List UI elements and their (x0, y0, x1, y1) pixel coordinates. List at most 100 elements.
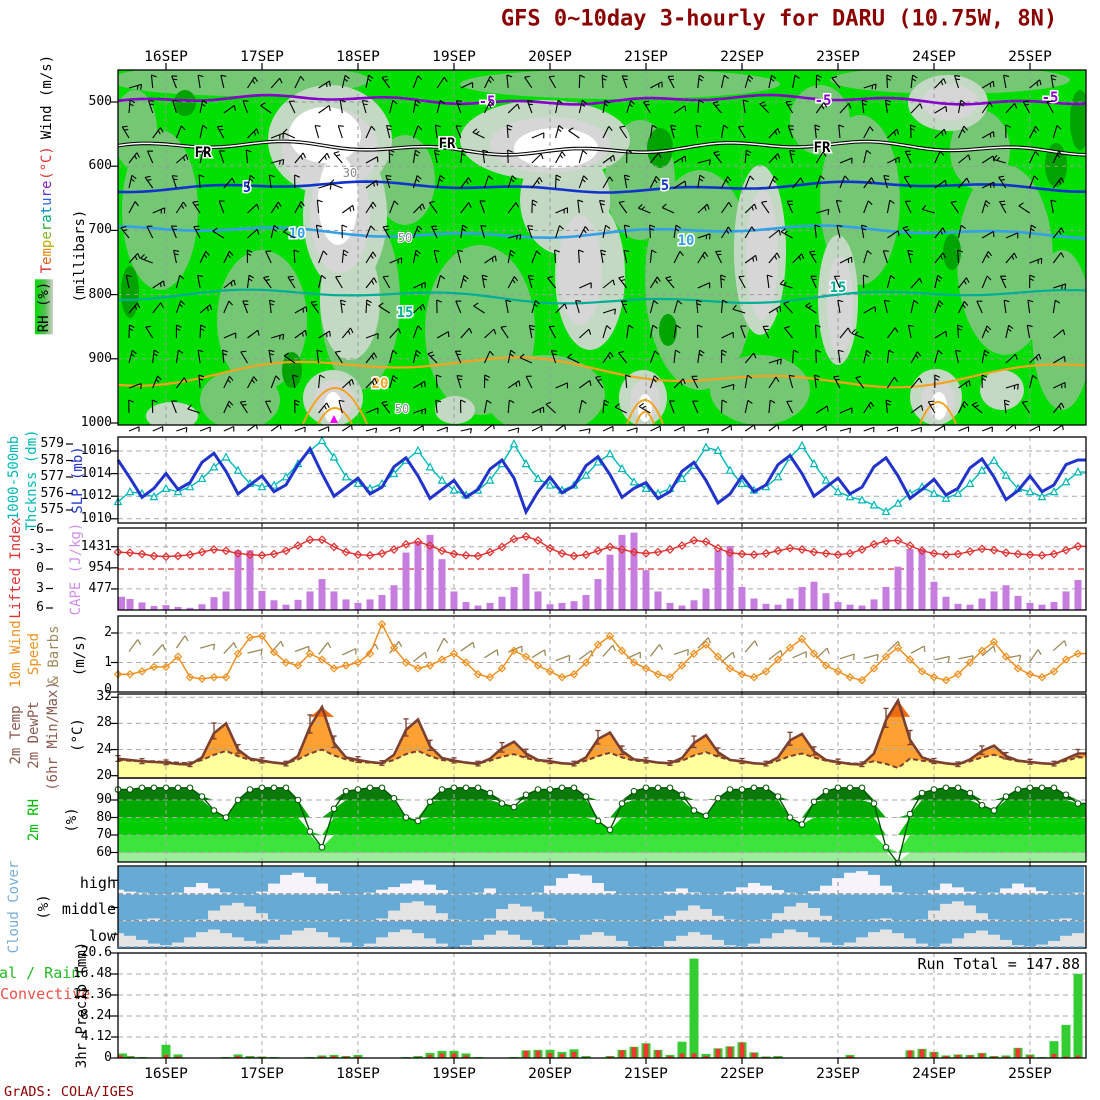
cloud-bar (819, 921, 833, 943)
rh-marker (330, 805, 338, 813)
cloud-bar (963, 866, 977, 892)
li-marker (581, 550, 591, 560)
thickness-marker (641, 483, 651, 492)
wind-marker (509, 646, 519, 655)
thickness-marker (893, 498, 903, 507)
li-marker (341, 547, 351, 557)
thickness-marker (989, 455, 999, 464)
cape-bar (606, 554, 614, 610)
thickness-marker (545, 480, 555, 489)
cloud-bar (927, 894, 941, 911)
cloud-bar (231, 921, 245, 938)
temperature-letter: p (39, 239, 55, 249)
axis-title-2m-temp: 2m Temp (8, 705, 24, 765)
cloud-bar (435, 894, 449, 914)
cape-bar (126, 598, 134, 610)
cloud-band-label-low: low (88, 927, 116, 945)
precip-convective-bar (1063, 1056, 1069, 1058)
thickness-marker (437, 475, 447, 484)
li-marker (449, 549, 459, 559)
precip-convective-bar (703, 1055, 709, 1058)
cloud-bar (615, 894, 629, 921)
wind-marker (557, 673, 567, 682)
cloud-bar (183, 921, 197, 938)
rh-marker (750, 784, 758, 792)
cape-bar (510, 587, 518, 610)
li-marker (857, 545, 867, 554)
cloud-bar (363, 921, 377, 944)
precip-tick-label: 12.36 (72, 987, 112, 1002)
cloud-bar (867, 921, 881, 933)
cape-bar (498, 596, 506, 610)
cape-bar (150, 606, 158, 610)
cloud-bar (963, 921, 977, 934)
li-tick-label: -3 (28, 541, 44, 557)
cloud-bar (1011, 866, 1025, 884)
thickness-marker (677, 473, 687, 483)
wind-marker (137, 667, 147, 676)
slp-thickness-panel (66, 435, 1087, 527)
cloud-bar (147, 921, 161, 944)
wind-marker (197, 674, 207, 683)
cloud-bar (291, 894, 305, 921)
cloud-bar (459, 921, 473, 946)
cloud-bar (939, 921, 953, 944)
cape-bar (342, 599, 350, 610)
wind-marker (401, 658, 411, 667)
cloud-bar (987, 866, 1001, 893)
cloud-bar (651, 921, 665, 947)
li-cape-panel (46, 527, 1087, 614)
cloud-bar (843, 921, 857, 943)
cloud-bar (759, 921, 773, 939)
cloud-bar (531, 894, 545, 912)
cloud-bar (903, 894, 917, 921)
thickness-tick-label: 575 (40, 502, 64, 517)
precip-convective-bar (235, 1055, 241, 1058)
temp-tick-label: 32 (96, 689, 112, 705)
cape-bar (786, 598, 794, 610)
temperature-letter: e (39, 256, 55, 265)
cloud-bar (1035, 921, 1049, 945)
rh-marker (990, 807, 998, 814)
thickness-marker (581, 470, 591, 479)
contour-label: 15 (397, 305, 414, 321)
cloud-bar (663, 894, 677, 916)
cloud-bar (135, 866, 149, 893)
rh-marker (426, 798, 434, 806)
cape-bar (1074, 579, 1082, 610)
cloud-bar (327, 894, 341, 921)
thickness-marker (617, 463, 627, 473)
rh-marker (546, 786, 554, 793)
li-marker (281, 546, 291, 556)
rh-marker (150, 784, 158, 792)
li-marker (653, 547, 663, 557)
wind-marker (917, 667, 927, 676)
li-marker (221, 546, 231, 556)
thickness-marker (821, 475, 831, 484)
rh-contour-label: 50 (398, 231, 412, 245)
li-marker (269, 549, 279, 559)
cloud-bar (135, 921, 149, 940)
li-marker (305, 535, 315, 545)
cloud-bar (471, 921, 485, 940)
contour-label: 5 (661, 178, 669, 194)
cloud-bar (123, 866, 137, 892)
cloud-bar (195, 921, 209, 933)
wind-tick-label: 2 (104, 625, 112, 640)
cloud-bar (303, 894, 317, 921)
cloud-bar (939, 894, 953, 904)
cloud-bar (291, 866, 305, 873)
wind-marker (317, 655, 327, 664)
rh-shading-blob (146, 402, 198, 430)
cloud-bar (951, 894, 965, 902)
rh-marker (930, 786, 938, 793)
precip-total-rain-label: tal / Rain (0, 964, 81, 982)
precip-convective-bar (643, 1043, 649, 1058)
precip-convective-bar (319, 1056, 325, 1058)
cloud-bar (879, 921, 893, 930)
wind-marker (281, 658, 291, 667)
wind-marker (965, 658, 975, 667)
temperature-letter: t (39, 205, 55, 215)
